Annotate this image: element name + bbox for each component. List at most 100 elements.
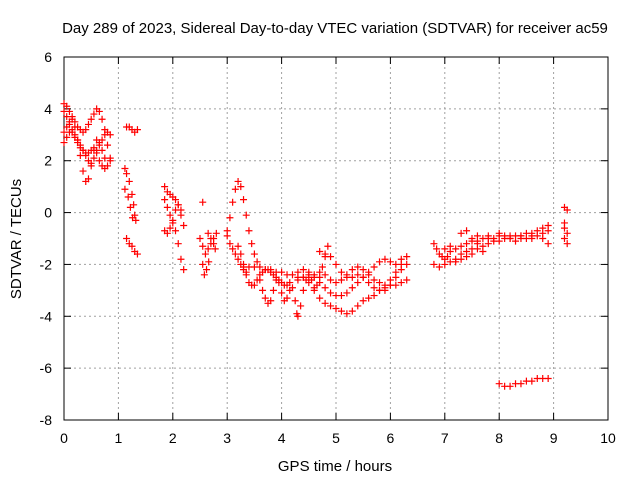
data-point xyxy=(174,240,182,248)
data-point xyxy=(359,273,367,281)
data-point xyxy=(403,276,411,284)
data-point xyxy=(210,235,218,242)
data-point xyxy=(267,266,275,274)
data-point xyxy=(63,102,71,110)
data-point xyxy=(250,281,258,289)
data-point xyxy=(354,279,362,287)
data-point xyxy=(242,271,250,279)
data-point xyxy=(106,154,114,162)
data-point xyxy=(365,271,373,279)
data-point xyxy=(87,115,95,123)
data-point xyxy=(332,279,340,287)
data-point xyxy=(104,162,112,170)
data-point xyxy=(484,240,492,248)
data-point xyxy=(106,131,114,139)
data-point xyxy=(68,128,76,136)
x-tick-labels: 0 1 2 3 4 5 6 7 8 9 10 xyxy=(60,430,616,446)
data-point xyxy=(528,377,536,385)
data-point xyxy=(299,286,307,294)
data-point xyxy=(125,177,133,185)
data-point xyxy=(172,206,180,214)
data-point xyxy=(386,276,394,284)
data-point xyxy=(348,266,356,274)
data-point xyxy=(82,126,90,134)
data-point xyxy=(512,237,520,245)
data-point xyxy=(517,232,525,240)
data-point xyxy=(95,157,103,165)
data-point xyxy=(381,281,389,289)
data-point xyxy=(90,154,98,162)
data-point xyxy=(359,297,367,305)
data-point xyxy=(444,253,452,261)
data-point xyxy=(237,183,245,191)
data-point xyxy=(234,255,242,263)
data-point xyxy=(261,294,269,302)
data-point xyxy=(278,289,286,297)
data-point xyxy=(204,245,212,253)
data-point xyxy=(199,260,207,268)
data-point xyxy=(163,203,171,211)
data-point xyxy=(207,240,215,248)
data-point xyxy=(299,273,307,281)
data-point xyxy=(234,177,242,185)
data-point xyxy=(256,276,264,284)
data-point xyxy=(226,214,234,222)
data-point xyxy=(539,235,547,242)
data-point xyxy=(463,253,471,261)
data-point xyxy=(128,190,136,198)
y-tick-label: -6 xyxy=(40,360,53,376)
data-point xyxy=(84,120,92,128)
data-point xyxy=(98,136,106,144)
data-point xyxy=(286,279,294,287)
x-tick-label: 5 xyxy=(332,430,340,446)
data-point xyxy=(60,139,68,147)
data-point xyxy=(397,260,405,268)
x-axis-label: GPS time / hours xyxy=(278,458,392,475)
data-point xyxy=(163,229,171,237)
data-point xyxy=(231,185,239,193)
data-point xyxy=(506,235,514,242)
data-point xyxy=(250,250,258,258)
data-point xyxy=(253,258,261,266)
data-point xyxy=(343,271,351,279)
data-point xyxy=(359,266,367,274)
x-tick-label: 3 xyxy=(223,430,231,446)
y-tick-label: -8 xyxy=(40,412,53,428)
data-point xyxy=(275,279,283,287)
data-point xyxy=(240,196,248,204)
data-point xyxy=(259,286,267,294)
data-point xyxy=(104,141,112,149)
data-point xyxy=(495,237,503,245)
data-point xyxy=(327,302,335,310)
chart-title: Day 289 of 2023, Sidereal Day-to-day VTE… xyxy=(62,20,608,37)
data-point xyxy=(212,229,220,237)
data-point xyxy=(226,240,234,248)
data-point xyxy=(294,312,302,320)
data-point xyxy=(495,229,503,237)
data-point xyxy=(479,247,487,255)
data-point xyxy=(473,240,481,248)
data-point xyxy=(121,164,129,172)
data-point xyxy=(199,198,207,206)
data-point xyxy=(463,240,471,248)
data-point xyxy=(433,245,441,253)
data-point xyxy=(348,307,356,315)
data-point xyxy=(305,268,313,276)
data-point xyxy=(343,289,351,297)
data-point xyxy=(365,294,373,302)
x-tick-label: 10 xyxy=(600,430,616,446)
data-point xyxy=(441,260,449,268)
data-point xyxy=(124,193,132,201)
data-point xyxy=(563,229,571,237)
data-point xyxy=(60,107,68,115)
data-point xyxy=(563,206,571,214)
data-point xyxy=(128,242,136,250)
data-point xyxy=(229,245,237,253)
data-point xyxy=(327,253,335,261)
data-point xyxy=(348,284,356,292)
data-point xyxy=(245,227,253,235)
data-point xyxy=(544,227,552,235)
y-tick-label: 6 xyxy=(44,49,52,65)
data-point xyxy=(87,159,95,167)
data-point xyxy=(283,294,291,302)
